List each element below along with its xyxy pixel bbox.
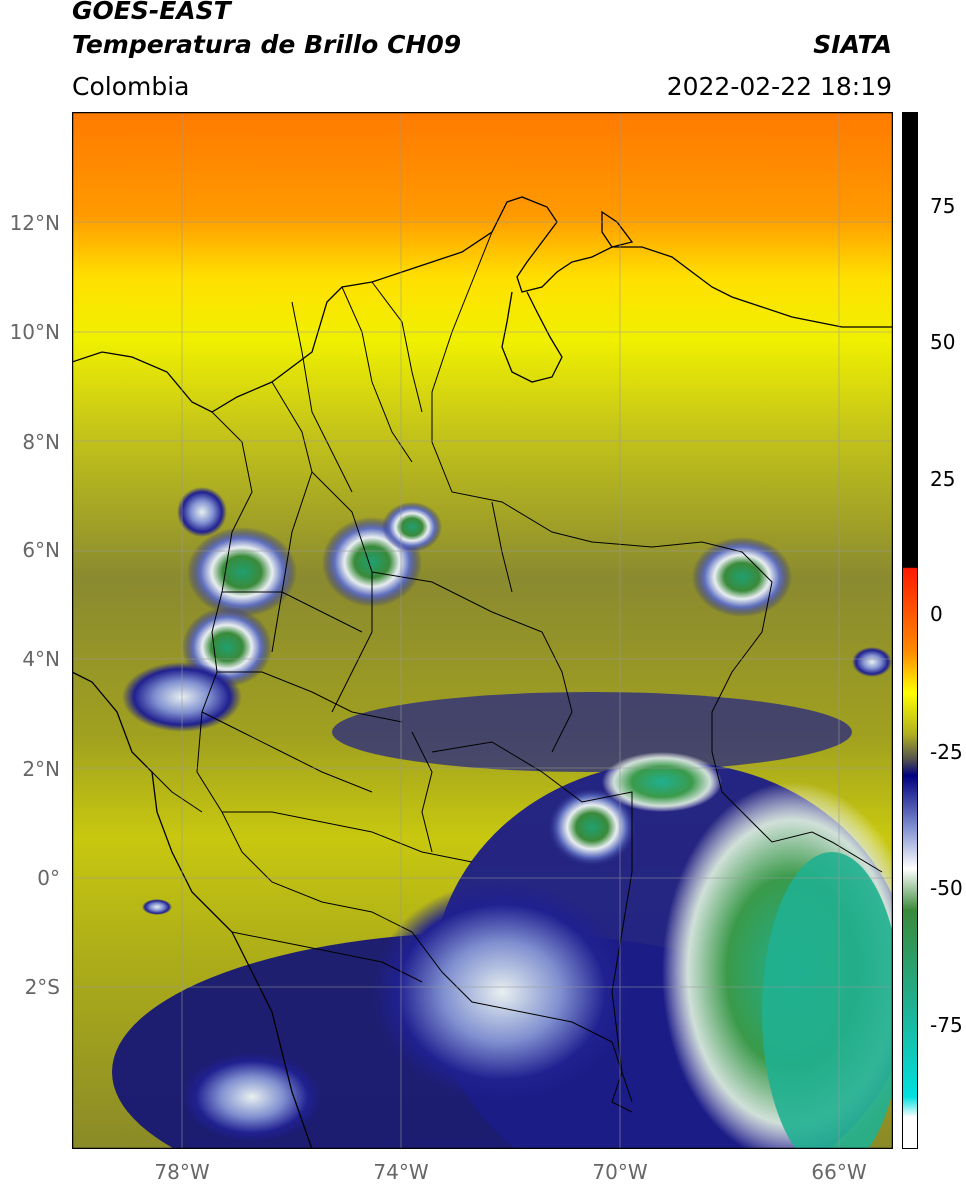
brightness-temperature-map (72, 112, 893, 1149)
product-title: Temperatura de Brillo CH09 (72, 30, 462, 59)
lon-tick-78w: 78°W (154, 1160, 210, 1184)
colorbar-tick-0: 0 (930, 602, 943, 626)
agency-label: SIATA (813, 30, 892, 59)
lat-tick-8n: 8°N (22, 430, 60, 454)
colorbar-tick-50: 50 (930, 330, 956, 354)
lat-tick-10n: 10°N (9, 320, 60, 344)
cloud-tops (112, 487, 893, 1149)
lat-tick-0: 0° (37, 866, 60, 890)
gridlines (72, 112, 893, 1149)
colorbar-tick-neg25: -25 (930, 740, 963, 764)
lat-tick-2s: 2°S (24, 975, 60, 999)
satellite-title: GOES-EAST (72, 0, 231, 25)
datetime-label: 2022-02-22 18:19 (666, 72, 892, 101)
lat-tick-6n: 6°N (22, 538, 60, 562)
lat-tick-4n: 4°N (22, 647, 60, 671)
region-label: Colombia (72, 72, 190, 101)
lon-tick-66w: 66°W (811, 1160, 867, 1184)
lon-tick-70w: 70°W (592, 1160, 648, 1184)
colorbar-tick-75: 75 (930, 194, 956, 218)
admin-boundaries (151, 231, 883, 1113)
colorbar (902, 112, 918, 1149)
coastlines (72, 196, 893, 1149)
map-frame (72, 112, 893, 1149)
colorbar-tick-neg50: -50 (930, 876, 963, 900)
lon-tick-74w: 74°W (373, 1160, 429, 1184)
colorbar-tick-neg75: -75 (930, 1013, 963, 1037)
colorbar-tick-25: 25 (930, 467, 956, 491)
lat-tick-12n: 12°N (9, 211, 60, 235)
lat-tick-2n: 2°N (22, 757, 60, 781)
